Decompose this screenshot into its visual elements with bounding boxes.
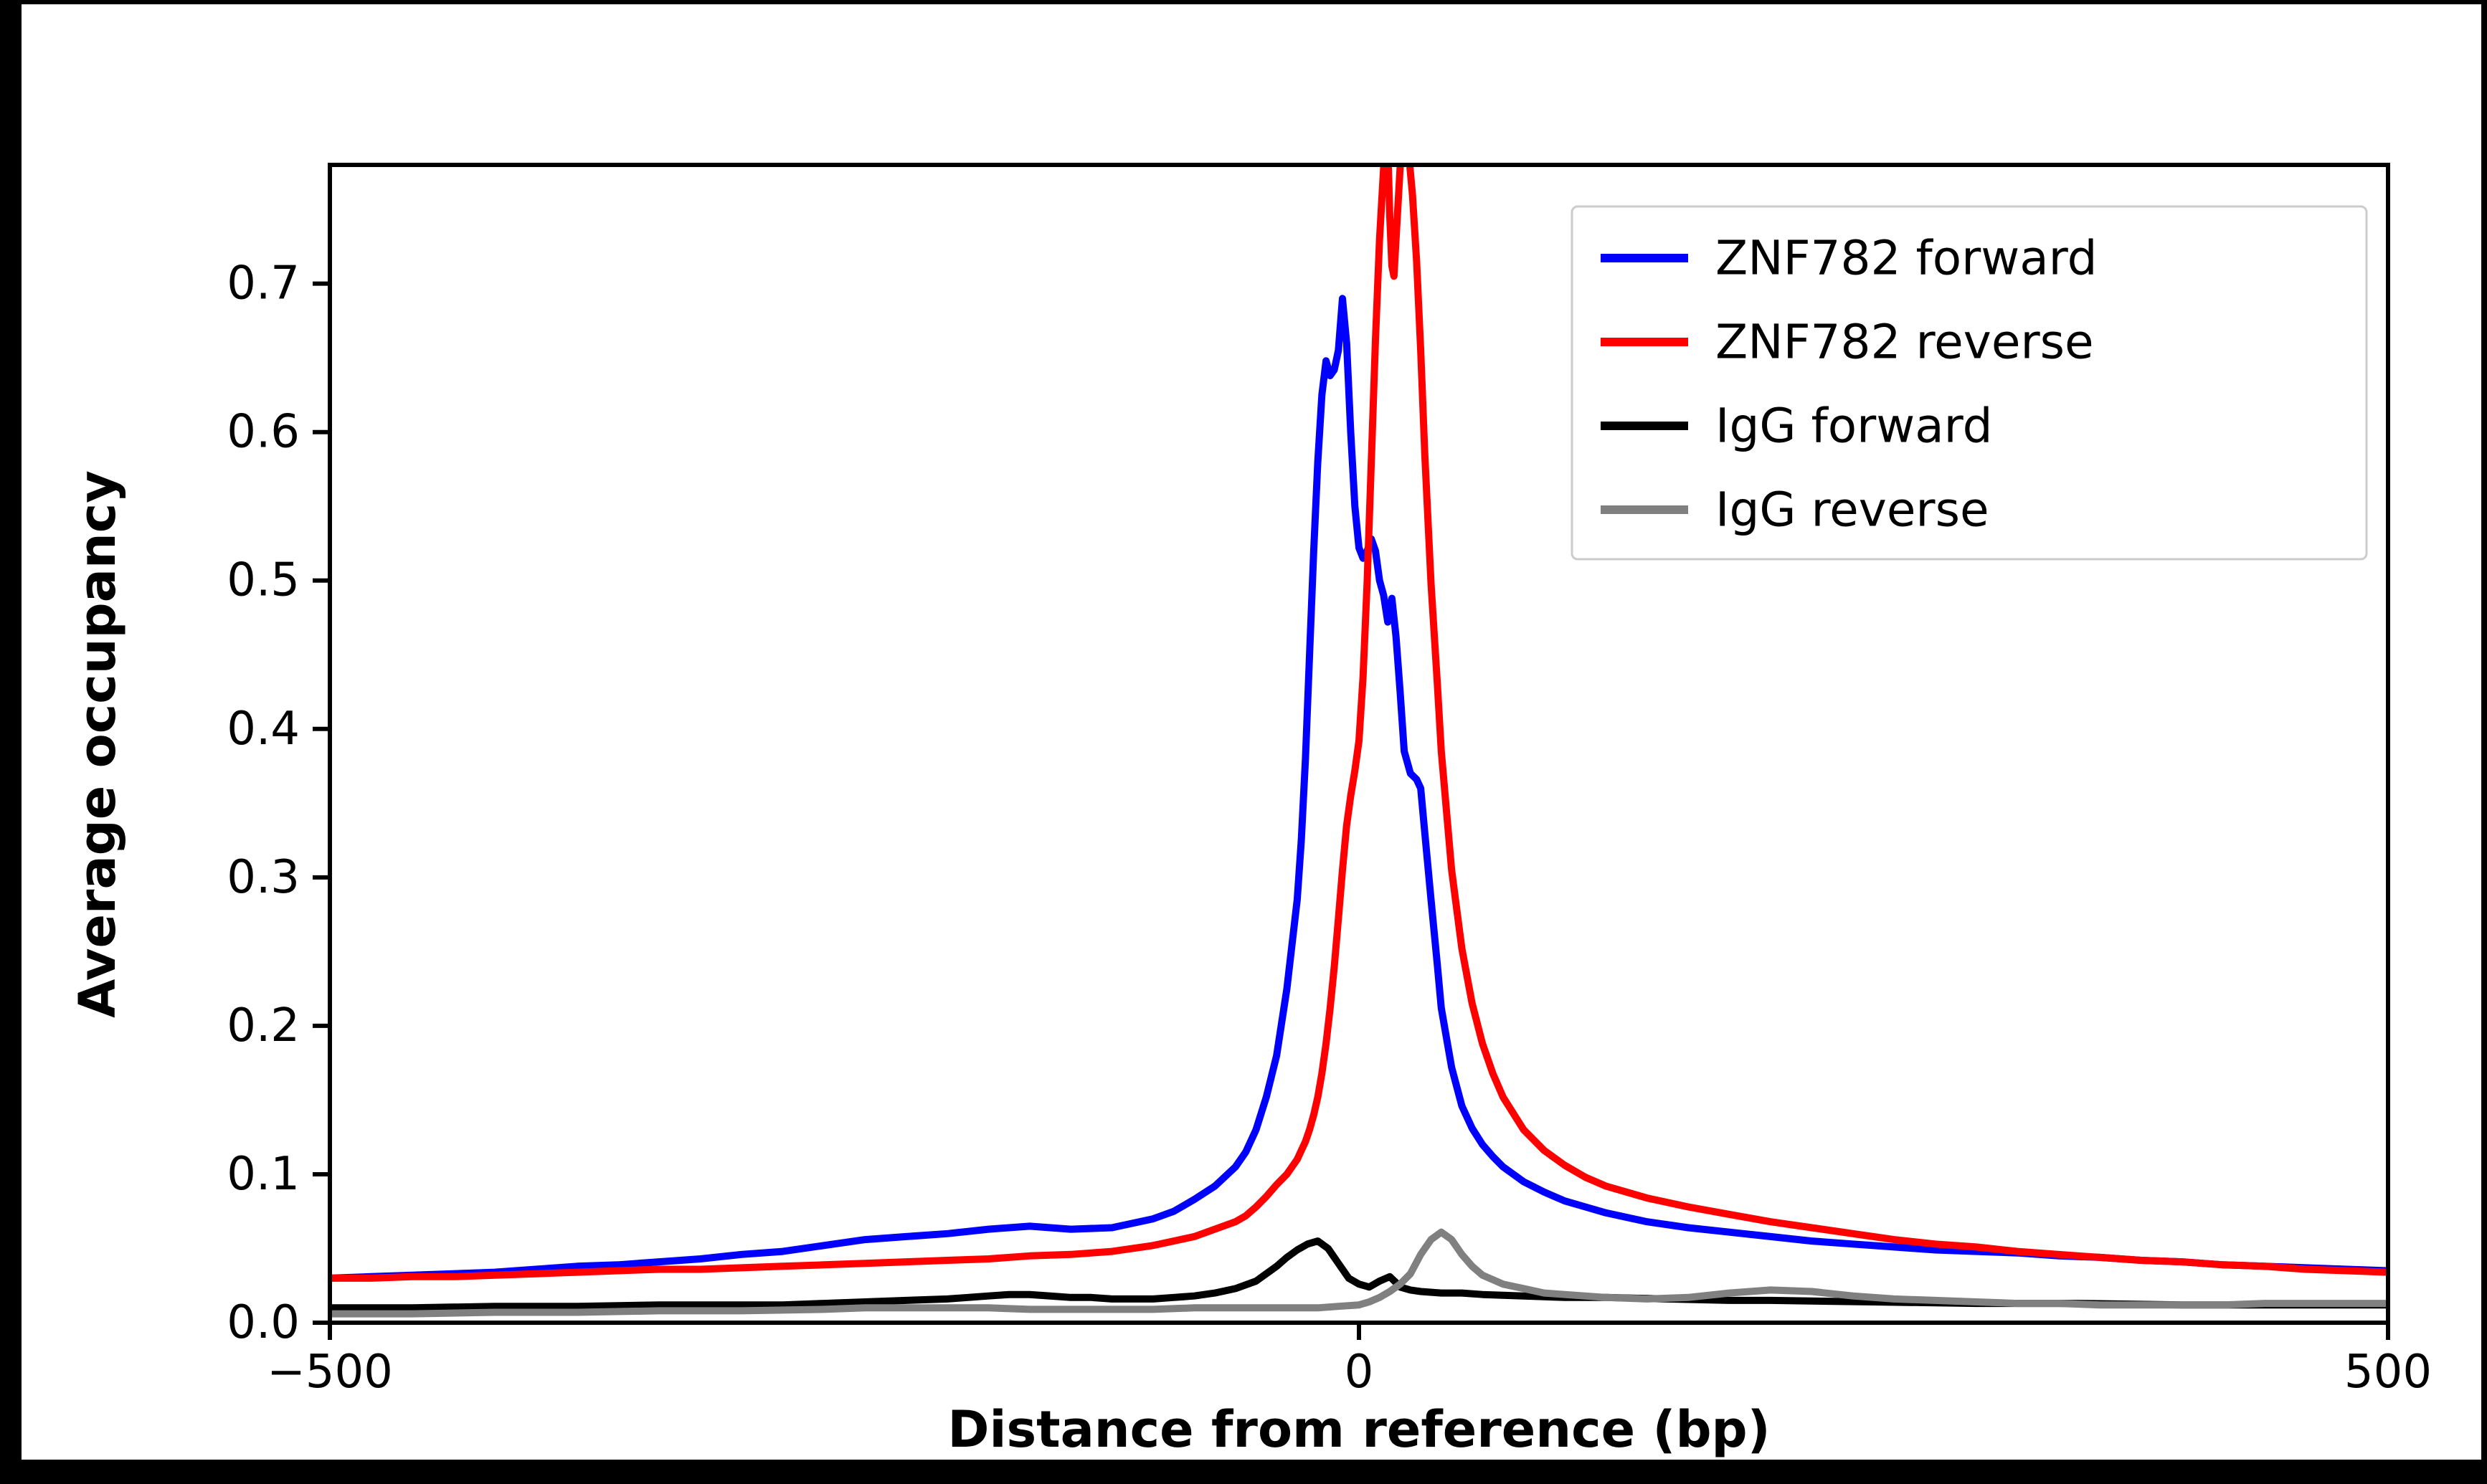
x-tick-label: 500 <box>2344 1346 2432 1399</box>
y-tick-label: 0.7 <box>227 257 300 310</box>
legend-entry-label: IgG forward <box>1715 399 1993 454</box>
legend-entry-label: ZNF782 forward <box>1715 231 2098 286</box>
y-tick-label: 0.2 <box>227 999 300 1052</box>
plot-area: 0.0 0.1 0.2 0.3 0.4 0.5 0.6 0.7 −500 0 500 ZNF782 f… <box>227 165 2432 1399</box>
axes-spines <box>328 163 2390 1325</box>
y-tick-label: 0.3 <box>227 851 300 904</box>
y-tick-label: 0.0 <box>227 1296 300 1349</box>
x-tick-label: 0 <box>1345 1346 1374 1399</box>
y-tick-label: 0.1 <box>227 1148 300 1201</box>
series-line-znf782-reverse <box>330 165 2388 1282</box>
legend-box <box>1571 205 2368 561</box>
y-tick-label: 0.6 <box>227 406 300 459</box>
legend-entry-label: ZNF782 reverse <box>1715 315 2094 370</box>
x-tick-label: −500 <box>267 1346 393 1399</box>
y-tick-label: 0.4 <box>227 703 300 756</box>
legend: ZNF782 forward ZNF782 reverse IgG forward I… <box>1571 205 2368 561</box>
y-axis-label: Average occupancy <box>68 470 127 1018</box>
x-axis-label: Distance from reference (bp) <box>947 1400 1770 1459</box>
y-tick-label: 0.5 <box>227 554 300 607</box>
series-line-igg-reverse <box>330 1228 2388 1318</box>
legend-entry-label: IgG reverse <box>1715 482 1989 538</box>
